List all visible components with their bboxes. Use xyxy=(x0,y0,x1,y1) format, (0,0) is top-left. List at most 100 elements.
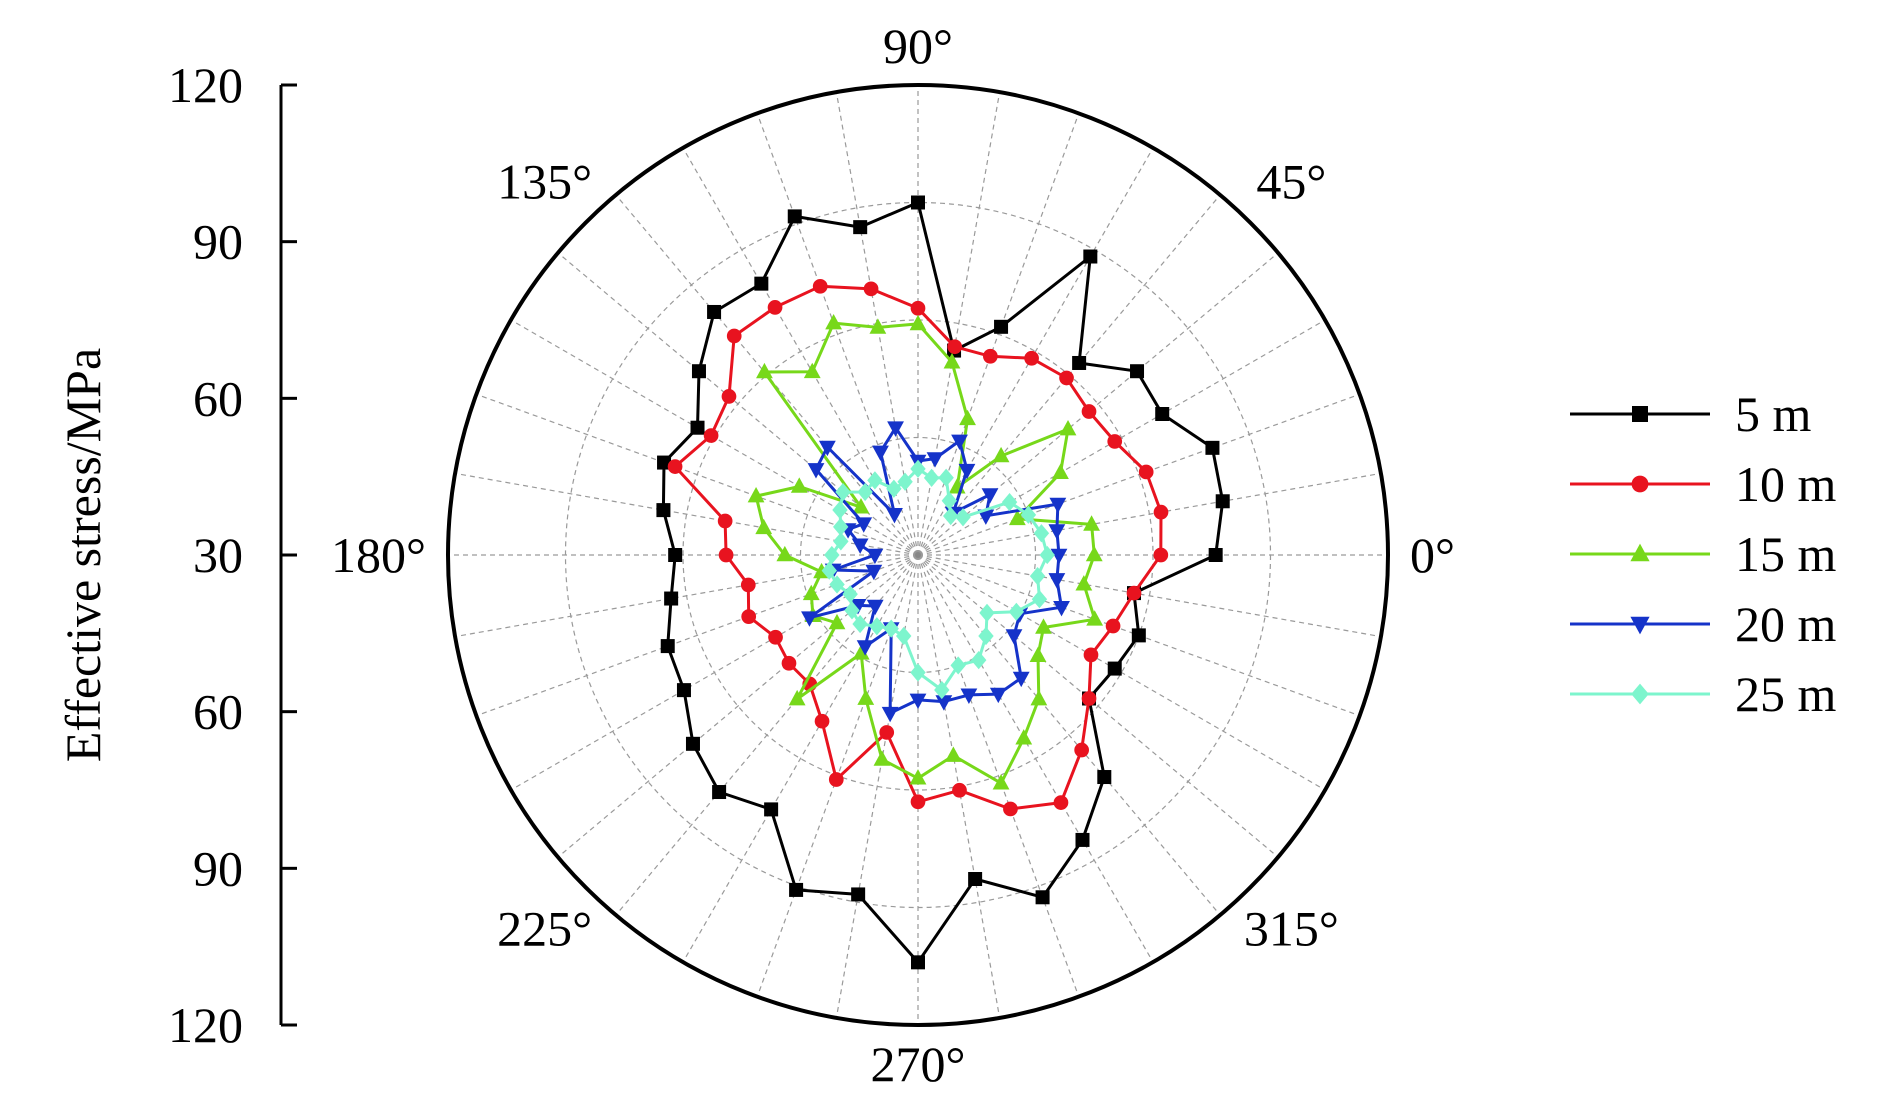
data-point-marker xyxy=(812,278,828,294)
center-point xyxy=(915,552,921,558)
data-point-marker xyxy=(1035,618,1052,634)
data-point-marker xyxy=(814,713,830,729)
data-point-marker xyxy=(910,459,926,478)
data-point-marker xyxy=(1029,646,1047,663)
data-point-marker xyxy=(832,500,848,520)
grid-spoke xyxy=(917,554,1080,997)
legend-item: 20 m xyxy=(1570,596,1837,652)
data-point-marker xyxy=(1630,543,1650,562)
data-point-marker xyxy=(690,420,705,435)
data-point-marker xyxy=(1049,497,1067,514)
data-point-marker xyxy=(781,655,797,671)
data-point-marker xyxy=(853,220,868,235)
data-point-marker xyxy=(1155,407,1170,421)
legend-item: 25 m xyxy=(1570,666,1837,722)
data-point-marker xyxy=(1632,406,1648,422)
data-point-marker xyxy=(1008,509,1026,526)
grid-spoke xyxy=(917,393,1360,556)
data-point-marker xyxy=(978,626,994,646)
data-point-marker xyxy=(943,353,961,369)
legend-label: 5 m xyxy=(1735,386,1812,442)
data-point-marker xyxy=(776,545,794,562)
angle-label: 270° xyxy=(871,1036,966,1092)
grid-spoke xyxy=(917,92,1001,556)
data-point-marker xyxy=(756,362,773,379)
data-point-marker xyxy=(934,680,950,700)
data-point-marker xyxy=(1001,493,1018,512)
data-point-marker xyxy=(1097,770,1112,785)
grid-spoke xyxy=(615,554,919,916)
data-point-marker xyxy=(1153,504,1169,520)
data-point-marker xyxy=(803,362,821,379)
data-point-marker xyxy=(992,774,1010,790)
data-point-marker xyxy=(656,503,671,518)
data-point-marker xyxy=(747,486,765,503)
data-point-marker xyxy=(910,794,926,810)
data-point-marker xyxy=(685,736,700,751)
data-point-marker xyxy=(1081,404,1097,419)
data-point-marker xyxy=(1015,729,1033,745)
data-point-marker xyxy=(852,614,868,634)
data-point-marker xyxy=(968,872,983,887)
data-point-marker xyxy=(726,328,742,344)
legend-item: 15 m xyxy=(1570,526,1837,582)
data-point-marker xyxy=(787,209,802,224)
data-point-marker xyxy=(828,613,846,630)
data-point-marker xyxy=(1131,628,1146,643)
data-point-marker xyxy=(668,548,683,562)
data-point-marker xyxy=(767,300,783,315)
data-point-marker xyxy=(938,468,954,487)
data-point-marker xyxy=(676,683,691,698)
data-point-marker xyxy=(950,656,966,675)
data-point-marker xyxy=(1020,505,1037,524)
data-point-marker xyxy=(829,575,845,594)
legend-label: 25 m xyxy=(1735,666,1837,722)
data-point-marker xyxy=(866,548,884,565)
data-point-marker xyxy=(1074,742,1089,758)
legend-label: 20 m xyxy=(1735,596,1837,652)
data-point-marker xyxy=(768,629,783,645)
data-point-marker xyxy=(1029,566,1046,586)
data-point-marker xyxy=(1086,610,1104,626)
angle-label: 225° xyxy=(497,900,592,956)
data-point-marker xyxy=(958,463,976,480)
data-point-marker xyxy=(910,663,926,682)
data-point-marker xyxy=(886,507,903,524)
grid-spoke xyxy=(917,319,1326,556)
data-point-marker xyxy=(703,428,719,443)
radial-tick-label: 30 xyxy=(193,527,243,583)
angle-label: 180° xyxy=(331,527,426,583)
data-point-marker xyxy=(1105,618,1121,634)
series-25m xyxy=(821,459,1055,700)
data-point-marker xyxy=(947,339,963,355)
data-point-marker xyxy=(754,276,769,291)
grid-spoke xyxy=(917,554,1154,963)
data-point-marker xyxy=(1107,434,1123,449)
data-point-marker xyxy=(835,482,851,502)
data-point-marker xyxy=(941,491,958,510)
data-point-marker xyxy=(1012,671,1030,688)
data-point-marker xyxy=(856,640,874,656)
data-point-marker xyxy=(1048,524,1066,540)
radial-axis: 120 90 60 30 60 90 120 xyxy=(168,57,297,1053)
data-point-marker xyxy=(952,782,967,798)
data-point-marker xyxy=(1008,602,1025,621)
data-point-marker xyxy=(825,314,843,330)
data-point-marker xyxy=(1053,600,1070,617)
data-point-marker xyxy=(910,300,926,316)
grid-spoke xyxy=(835,554,919,1018)
data-point-marker xyxy=(717,513,733,529)
grid-spoke xyxy=(476,393,919,556)
data-point-marker xyxy=(1075,832,1090,847)
angle-label: 90° xyxy=(883,18,953,74)
data-point-marker xyxy=(982,348,998,364)
data-point-marker xyxy=(1208,548,1223,562)
data-point-marker xyxy=(740,577,756,593)
data-point-marker xyxy=(790,477,808,493)
data-point-marker xyxy=(1205,440,1220,455)
grid-spoke xyxy=(455,554,919,638)
data-point-marker xyxy=(842,585,858,604)
grid-spoke xyxy=(510,554,919,791)
data-point-marker xyxy=(881,706,899,723)
